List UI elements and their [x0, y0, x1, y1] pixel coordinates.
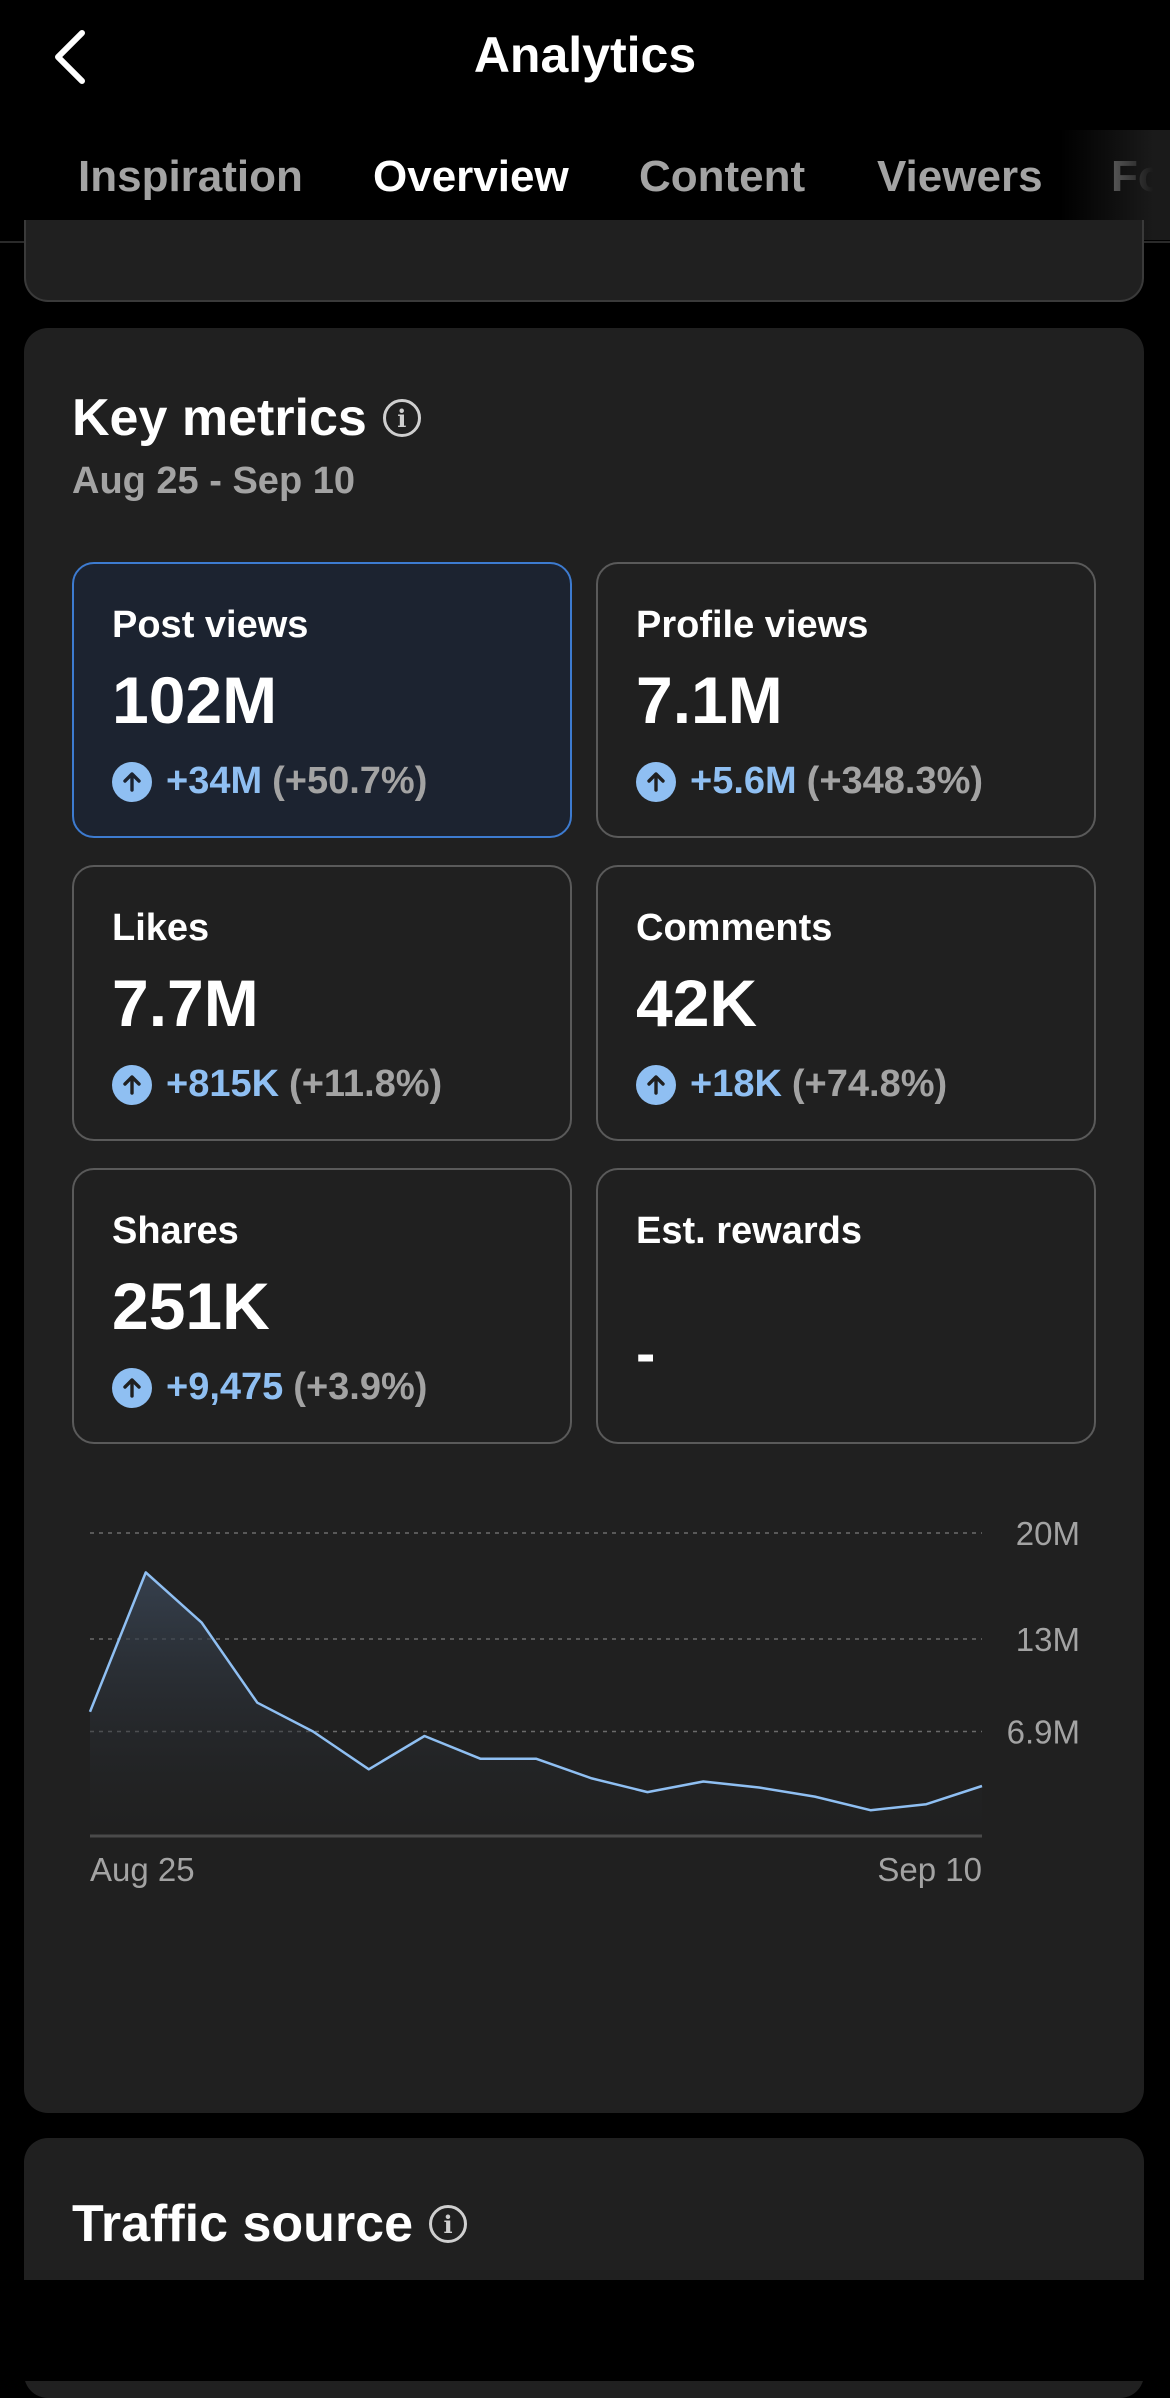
y-tick-label: 6.9M: [1007, 1713, 1080, 1750]
x-tick-label: Aug 25: [90, 1851, 195, 1888]
arrow-up-icon: [112, 1064, 152, 1105]
key-metrics-title: Key metrics: [72, 389, 367, 447]
metric-value: 42K: [636, 966, 758, 1040]
x-tick-label: Sep 10: [877, 1851, 982, 1888]
metric-tile-post-views[interactable]: Post views 102M +34M (+50.7%): [72, 562, 572, 838]
previous-card: [24, 220, 1144, 302]
back-button[interactable]: [40, 22, 100, 92]
chevron-left-icon: [55, 30, 85, 84]
tab-overview[interactable]: Overview: [373, 152, 569, 201]
metric-tile-comments[interactable]: Comments 42K +18K (+74.8%): [596, 865, 1096, 1141]
chart-svg: 6.9M 13M 20M Aug 25 Sep 10: [88, 1515, 1080, 1888]
post-views-chart[interactable]: 6.9M 13M 20M Aug 25 Sep 10: [24, 1468, 1144, 2008]
top-bar: Analytics: [0, 0, 1170, 115]
metric-change-percent: (+74.8%): [791, 1063, 948, 1105]
metric-change: +9,475 (+3.9%): [112, 1366, 427, 1409]
metric-change-absolute: +815K: [166, 1063, 280, 1105]
key-metrics-card: Key metrics i Aug 25 - Sep 10 Post views…: [24, 328, 1144, 2113]
metric-change-absolute: +9,475: [166, 1366, 284, 1408]
metric-change-percent: (+50.7%): [272, 760, 428, 802]
key-metrics-heading: Key metrics i: [72, 388, 421, 448]
y-tick-label: 20M: [1016, 1515, 1080, 1552]
metric-label: Post views: [112, 604, 309, 646]
metric-change: +815K (+11.8%): [112, 1063, 442, 1106]
metric-label: Likes: [112, 907, 210, 949]
metric-change-percent: (+3.9%): [293, 1366, 428, 1408]
date-range: Aug 25 - Sep 10: [72, 460, 355, 502]
metric-tile-est-rewards[interactable]: Est. rewards -: [596, 1168, 1096, 1444]
info-icon[interactable]: i: [382, 399, 421, 437]
bottom-area: [0, 2280, 1170, 2381]
metric-change-percent: (+348.3%): [806, 760, 984, 802]
y-tick-label: 13M: [1016, 1621, 1080, 1658]
metric-value: -: [636, 1321, 656, 1386]
page-title: Analytics: [473, 27, 697, 83]
metric-value: 102M: [112, 663, 278, 737]
metric-tile-shares[interactable]: Shares 251K +9,475 (+3.9%): [72, 1168, 572, 1444]
info-icon[interactable]: i: [429, 2205, 468, 2243]
metric-change-absolute: +5.6M: [690, 760, 797, 802]
metric-tile-profile-views[interactable]: Profile views 7.1M +5.6M (+348.3%): [596, 562, 1096, 838]
metric-change-percent: (+11.8%): [289, 1063, 443, 1105]
metric-label: Comments: [636, 907, 833, 949]
traffic-source-heading: Traffic source i: [72, 2194, 468, 2254]
traffic-source-title: Traffic source: [72, 2195, 414, 2253]
chart-line: [88, 1571, 983, 1812]
tab-viewers[interactable]: Viewers: [877, 152, 1043, 201]
metric-label: Est. rewards: [636, 1210, 862, 1252]
metric-change: +5.6M (+348.3%): [636, 760, 983, 803]
tab-inspiration[interactable]: Inspiration: [78, 152, 303, 201]
metric-label: Profile views: [636, 604, 869, 646]
chart-area: [90, 1572, 982, 1836]
metric-tile-likes[interactable]: Likes 7.7M +815K (+11.8%): [72, 865, 572, 1141]
metric-change: +34M (+50.7%): [112, 760, 427, 803]
metric-change-absolute: +18K: [690, 1063, 782, 1105]
metric-value: 7.7M: [112, 966, 259, 1040]
arrow-up-icon: [112, 1367, 152, 1408]
metric-change-absolute: +34M: [166, 760, 263, 802]
arrow-up-icon: [636, 1064, 676, 1105]
metric-change: +18K (+74.8%): [636, 1063, 947, 1106]
metric-value: 251K: [112, 1269, 270, 1343]
tab-content[interactable]: Content: [639, 152, 806, 201]
metric-label: Shares: [112, 1210, 239, 1252]
metric-value: 7.1M: [636, 663, 783, 737]
arrow-up-icon: [112, 761, 152, 802]
arrow-up-icon: [636, 761, 676, 802]
